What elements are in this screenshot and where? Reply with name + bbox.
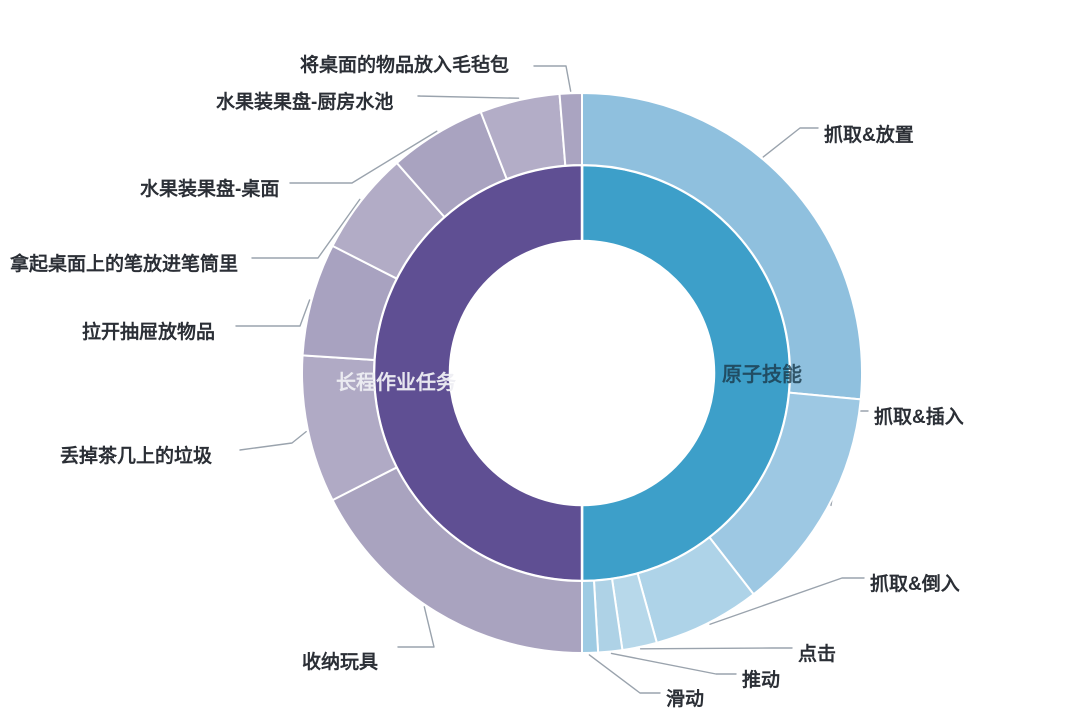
slice-label: 水果装果盘-厨房水池 (216, 90, 393, 113)
outer-ring-slice[interactable] (581, 92, 863, 401)
slice-label: 点击 (798, 643, 836, 665)
slice-label: 推动 (742, 668, 780, 691)
leader-line (639, 647, 793, 650)
slice-label: 抓取&插入 (874, 405, 964, 428)
leader-line (533, 65, 572, 92)
slice-label: 抓取&倒入 (870, 572, 960, 595)
leader-line (289, 130, 438, 184)
leader-line (251, 198, 361, 259)
leader-line (610, 652, 737, 675)
inner-ring-label: 原子技能 (722, 362, 802, 386)
slice-label: 拿起桌面上的笔放进笔筒里 (9, 252, 238, 275)
slice-label: 拉开抽屉放物品 (82, 320, 215, 343)
leader-line (762, 127, 819, 158)
leader-line (709, 577, 865, 625)
slice-label: 滑动 (666, 688, 704, 710)
slice-label: 将桌面的物品放入毛毡包 (300, 53, 509, 76)
slice-label: 抓取&放置 (824, 123, 914, 146)
inner-ring-label: 长程作业任务 (336, 370, 457, 394)
outer-ring-layer (301, 92, 863, 654)
slice-label: 收纳玩具 (302, 650, 378, 673)
outer-ring-slice[interactable] (558, 92, 583, 167)
leader-line (397, 606, 435, 648)
leader-line (235, 299, 311, 327)
slice-label: 丢掉茶几上的垃圾 (60, 444, 213, 467)
leader-line-layer (235, 65, 869, 694)
leader-line (239, 430, 307, 451)
leader-line (588, 654, 661, 694)
ring-label-layer: 原子技能 长程作业任务 (336, 362, 802, 394)
leader-line (417, 95, 520, 99)
slice-label: 水果装果盘-桌面 (140, 177, 279, 200)
